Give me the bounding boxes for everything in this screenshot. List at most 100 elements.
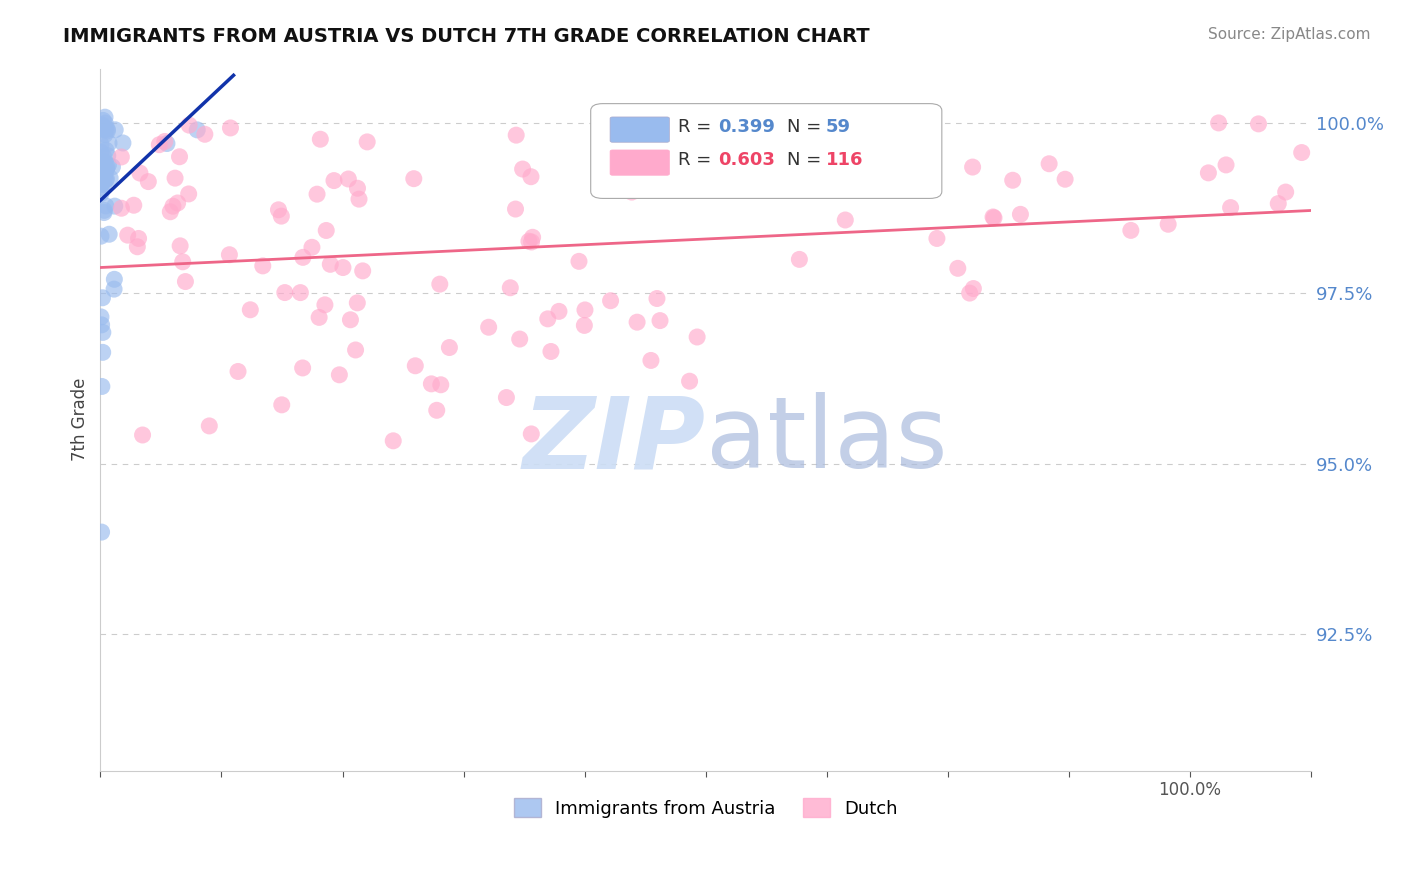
Point <box>93 205 115 219</box>
Point <box>177 186 200 201</box>
Point <box>540 344 562 359</box>
Point <box>94 110 117 124</box>
Point <box>420 376 443 391</box>
Point <box>548 304 571 318</box>
Point <box>314 298 336 312</box>
Point <box>337 172 360 186</box>
Point <box>1001 173 1024 187</box>
Point <box>169 150 191 164</box>
Point <box>90 145 112 160</box>
Point <box>661 118 683 132</box>
Point <box>1197 166 1219 180</box>
Point <box>90 178 112 192</box>
Point <box>430 377 453 392</box>
Point <box>834 213 856 227</box>
Point <box>127 240 149 254</box>
Point <box>640 353 662 368</box>
Point <box>520 235 543 249</box>
Point <box>352 264 374 278</box>
Point <box>270 398 292 412</box>
Point <box>270 209 292 223</box>
Point <box>98 227 121 242</box>
Point <box>94 165 117 179</box>
Point <box>946 261 969 276</box>
Point <box>328 368 350 382</box>
Text: ZIP: ZIP <box>523 392 706 489</box>
Point <box>111 136 134 150</box>
Point <box>1267 196 1289 211</box>
Text: 59: 59 <box>825 118 851 136</box>
Point <box>517 234 540 248</box>
Point <box>93 154 115 169</box>
Point <box>647 115 669 129</box>
Point <box>166 196 188 211</box>
Point <box>91 118 114 132</box>
Point <box>686 330 709 344</box>
Point <box>332 260 354 275</box>
Point <box>94 116 117 130</box>
Point <box>346 296 368 310</box>
Point <box>520 426 543 441</box>
Point <box>346 181 368 195</box>
Point <box>110 201 132 215</box>
Point <box>1119 223 1142 237</box>
Point <box>1219 201 1241 215</box>
Point <box>274 285 297 300</box>
Point <box>90 525 112 540</box>
Point <box>308 310 330 325</box>
Point <box>165 171 187 186</box>
Point <box>648 313 671 327</box>
Point <box>93 150 115 164</box>
Point <box>697 161 720 176</box>
Point <box>574 318 596 333</box>
Text: atlas: atlas <box>706 392 948 489</box>
Point <box>93 178 115 192</box>
Point <box>301 240 323 254</box>
Point <box>91 291 114 305</box>
Point <box>1038 157 1060 171</box>
Point <box>641 110 664 124</box>
Text: 116: 116 <box>825 151 863 169</box>
Point <box>626 315 648 329</box>
Point <box>90 176 112 190</box>
Point <box>645 292 668 306</box>
Point <box>159 204 181 219</box>
Point <box>344 343 367 357</box>
Point <box>1247 117 1270 131</box>
Point <box>509 332 531 346</box>
Point <box>1208 116 1230 130</box>
Point <box>90 137 112 152</box>
Point <box>93 167 115 181</box>
Point <box>789 252 811 267</box>
Point <box>97 158 120 172</box>
Point <box>104 199 127 213</box>
Point <box>962 160 984 174</box>
Point <box>90 318 112 332</box>
Point <box>959 286 981 301</box>
Point <box>93 166 115 180</box>
Point <box>505 202 527 216</box>
Point <box>404 359 426 373</box>
Point <box>98 136 121 151</box>
Point <box>128 231 150 245</box>
Point <box>291 251 314 265</box>
Point <box>1274 185 1296 199</box>
Point <box>402 171 425 186</box>
Point <box>91 326 114 340</box>
Point <box>981 210 1004 224</box>
Point <box>499 281 522 295</box>
Point <box>537 311 560 326</box>
Point <box>90 379 112 393</box>
Point <box>218 248 240 262</box>
Point <box>1291 145 1313 160</box>
Point <box>239 302 262 317</box>
Point <box>103 272 125 286</box>
Point <box>962 281 984 295</box>
Text: 0.399: 0.399 <box>718 118 775 136</box>
Point <box>186 123 208 137</box>
Point <box>90 176 112 190</box>
Point <box>356 135 378 149</box>
Point <box>339 313 361 327</box>
FancyBboxPatch shape <box>610 150 669 175</box>
Point <box>174 275 197 289</box>
